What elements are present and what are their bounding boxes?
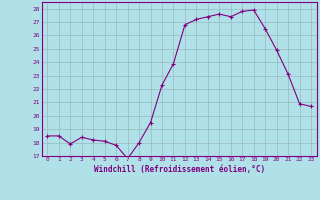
X-axis label: Windchill (Refroidissement éolien,°C): Windchill (Refroidissement éolien,°C): [94, 165, 265, 174]
